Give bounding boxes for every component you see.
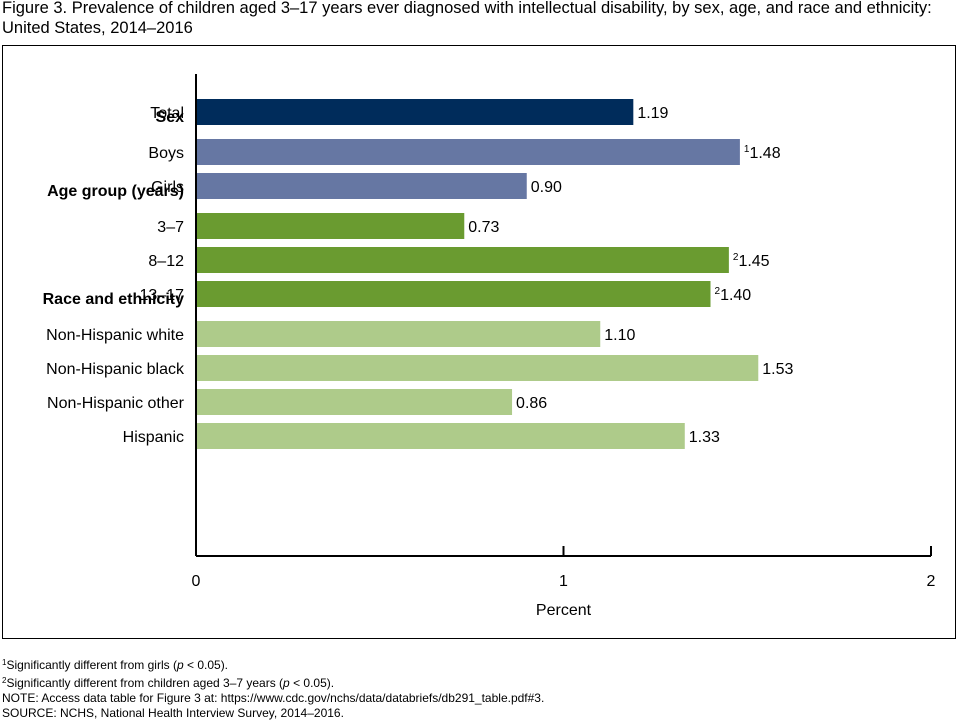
group-heading: Age group (years)	[47, 183, 184, 200]
x-axis-title: Percent	[536, 602, 592, 619]
category-label: Boys	[148, 145, 184, 162]
category-label: Girls	[151, 179, 184, 196]
category-label: Total	[150, 105, 184, 122]
note-text: NOTE: Access data table for Figure 3 at:…	[2, 691, 545, 705]
data-label: 21.40	[715, 286, 752, 304]
category-label: Non-Hispanic other	[47, 395, 185, 412]
data-label: 0.86	[516, 395, 547, 412]
footnote-2: 2Significantly different from children a…	[2, 676, 335, 690]
bar	[196, 139, 740, 165]
bar	[196, 355, 759, 381]
bar	[196, 247, 729, 273]
category-label: 13–17	[140, 287, 185, 304]
data-label: 1.53	[762, 361, 793, 378]
bar	[196, 99, 634, 125]
category-label: 8–12	[148, 253, 184, 270]
data-label: 11.48	[744, 144, 781, 162]
category-label: Non-Hispanic black	[46, 361, 185, 378]
data-label: 1.33	[689, 429, 720, 446]
group-heading: Sex	[156, 109, 185, 126]
category-label: Hispanic	[123, 429, 184, 446]
bar	[196, 213, 465, 239]
footnotes: 1Significantly different from girls (p <…	[2, 655, 952, 721]
bar	[196, 173, 527, 199]
bar	[196, 389, 513, 415]
category-label: Non-Hispanic white	[46, 327, 184, 344]
bar	[196, 321, 601, 347]
bar	[196, 423, 685, 449]
source-text: SOURCE: NCHS, National Health Interview …	[2, 706, 344, 720]
x-tick-label: 1	[559, 573, 568, 590]
chart-frame: Total 1.19 Sex Boys 11.48 Girls 0.90 Age group …	[2, 45, 956, 639]
data-label: 1.19	[637, 105, 668, 122]
group-heading: Race and ethnicity	[43, 291, 184, 308]
data-label: 21.45	[733, 252, 770, 270]
x-tick-label: 2	[927, 573, 936, 590]
data-label: 0.73	[468, 219, 499, 236]
x-tick-label: 0	[192, 573, 201, 590]
bar	[196, 281, 711, 307]
data-label: 0.90	[531, 179, 562, 196]
footnote-1: 1Significantly different from girls (p <…	[2, 658, 229, 672]
category-label: 3–7	[157, 219, 184, 236]
bar-chart: Total 1.19 Sex Boys 11.48 Girls 0.90 Age group …	[43, 74, 936, 619]
figure-title: Figure 3. Prevalence of children aged 3–…	[2, 0, 932, 37]
data-label: 1.10	[604, 327, 635, 344]
